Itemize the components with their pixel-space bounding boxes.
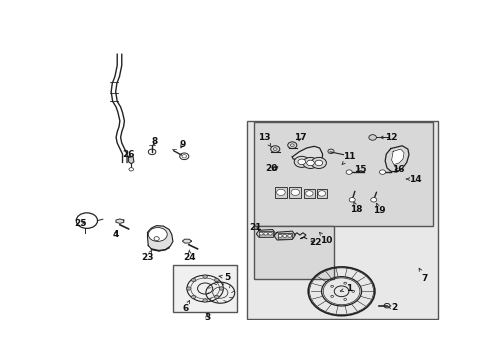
Polygon shape <box>385 146 408 172</box>
Text: 7: 7 <box>418 268 427 283</box>
Circle shape <box>219 287 223 290</box>
Polygon shape <box>182 239 191 243</box>
Text: 25: 25 <box>74 219 86 228</box>
Circle shape <box>351 290 354 292</box>
Bar <box>274 187 286 198</box>
Circle shape <box>282 234 286 237</box>
Bar <box>259 231 273 237</box>
Text: 4: 4 <box>112 230 118 239</box>
Text: 2: 2 <box>387 303 397 312</box>
Circle shape <box>348 198 354 202</box>
Bar <box>254 122 432 226</box>
Text: 22: 22 <box>309 238 322 247</box>
Circle shape <box>346 170 351 174</box>
Text: 19: 19 <box>372 203 385 215</box>
Bar <box>316 189 326 198</box>
Circle shape <box>214 278 219 282</box>
Text: 3: 3 <box>203 313 210 322</box>
Circle shape <box>297 159 305 165</box>
Circle shape <box>259 232 263 235</box>
Circle shape <box>343 298 346 300</box>
Polygon shape <box>116 219 123 223</box>
Circle shape <box>370 198 376 202</box>
Bar <box>254 226 333 279</box>
Bar <box>289 187 301 198</box>
Circle shape <box>311 157 326 168</box>
Circle shape <box>290 189 299 195</box>
Circle shape <box>276 189 285 195</box>
Circle shape <box>287 234 291 237</box>
Text: 9: 9 <box>179 140 185 149</box>
Text: 8: 8 <box>152 137 158 146</box>
Polygon shape <box>256 229 275 237</box>
Polygon shape <box>274 231 295 240</box>
Circle shape <box>379 170 385 174</box>
Circle shape <box>302 157 317 168</box>
Text: 24: 24 <box>183 250 196 262</box>
Circle shape <box>191 295 196 298</box>
Circle shape <box>214 295 219 298</box>
Text: 1: 1 <box>340 284 351 293</box>
Bar <box>277 233 292 239</box>
Circle shape <box>264 232 267 235</box>
Polygon shape <box>128 157 134 164</box>
Text: 5: 5 <box>219 273 230 282</box>
Circle shape <box>306 160 314 166</box>
Polygon shape <box>391 149 403 165</box>
Circle shape <box>186 287 191 290</box>
Text: 26: 26 <box>122 150 135 158</box>
Text: 17: 17 <box>293 133 305 142</box>
Text: 20: 20 <box>265 164 278 173</box>
Text: 10: 10 <box>319 232 332 244</box>
Circle shape <box>318 191 325 196</box>
Bar <box>173 265 237 312</box>
Circle shape <box>191 278 196 282</box>
Text: 6: 6 <box>182 301 189 313</box>
Polygon shape <box>147 226 173 251</box>
Circle shape <box>278 234 282 237</box>
Text: 23: 23 <box>141 250 153 262</box>
Bar <box>246 121 437 319</box>
Text: 18: 18 <box>350 202 362 214</box>
Circle shape <box>343 282 346 284</box>
Circle shape <box>154 237 159 240</box>
Polygon shape <box>292 146 322 166</box>
Circle shape <box>148 228 167 242</box>
Text: 21: 21 <box>248 223 261 232</box>
Circle shape <box>368 135 376 140</box>
Text: 15: 15 <box>353 165 366 174</box>
Circle shape <box>314 160 322 166</box>
Circle shape <box>203 299 207 302</box>
Text: 12: 12 <box>380 133 396 142</box>
Text: 13: 13 <box>257 133 271 147</box>
Text: 11: 11 <box>342 152 355 165</box>
Polygon shape <box>272 167 277 170</box>
Circle shape <box>268 232 272 235</box>
Text: 14: 14 <box>406 175 421 184</box>
Text: 16: 16 <box>391 165 404 174</box>
Circle shape <box>203 275 207 278</box>
Circle shape <box>305 191 312 196</box>
Circle shape <box>330 285 333 287</box>
Circle shape <box>330 295 333 297</box>
Circle shape <box>129 168 133 171</box>
Bar <box>304 189 314 198</box>
Circle shape <box>294 156 309 167</box>
